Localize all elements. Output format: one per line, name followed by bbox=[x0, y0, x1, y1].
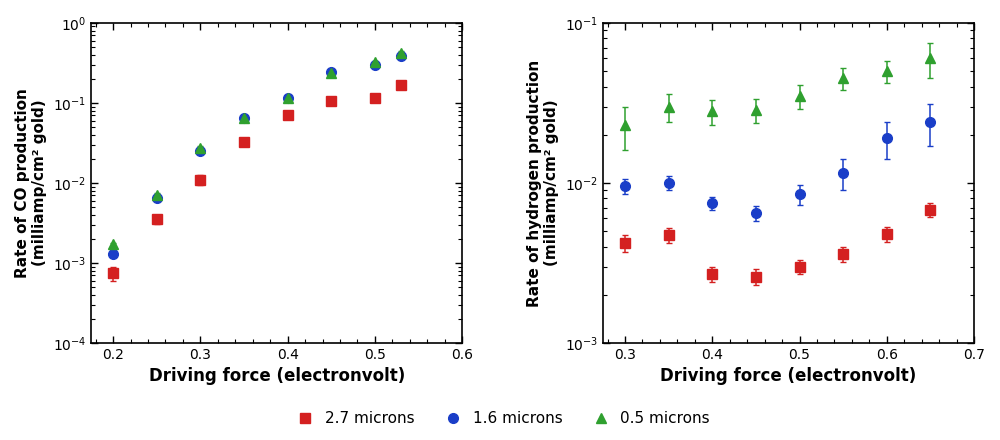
Y-axis label: Rate of hydrogen production
(milliamp/cm² gold): Rate of hydrogen production (milliamp/cm… bbox=[527, 59, 559, 307]
X-axis label: Driving force (electronvolt): Driving force (electronvolt) bbox=[660, 367, 917, 385]
Y-axis label: Rate of CO production
(milliamp/cm² gold): Rate of CO production (milliamp/cm² gold… bbox=[15, 88, 47, 278]
X-axis label: Driving force (electronvolt): Driving force (electronvolt) bbox=[149, 367, 405, 385]
Legend: 2.7 microns, 1.6 microns, 0.5 microns: 2.7 microns, 1.6 microns, 0.5 microns bbox=[284, 405, 716, 433]
